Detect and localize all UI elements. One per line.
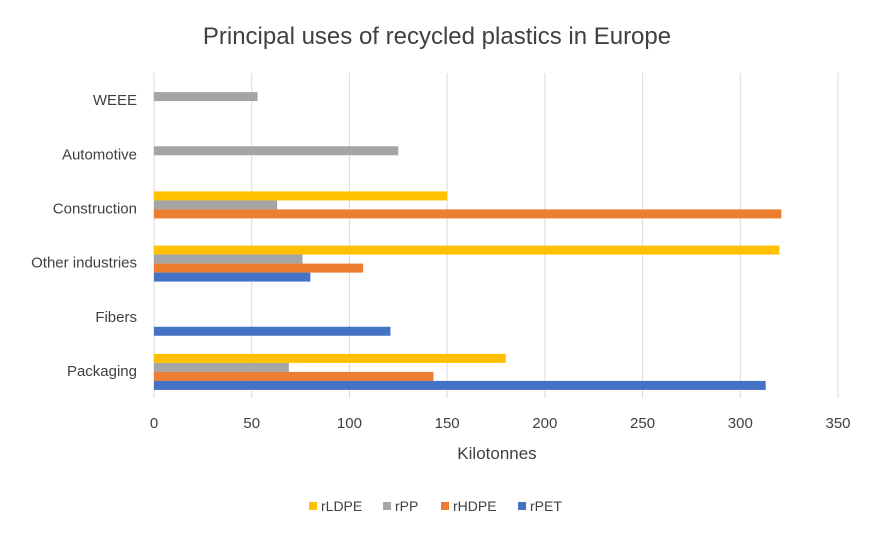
bar-rldpe-construction (154, 191, 448, 201)
legend-swatch (441, 502, 449, 510)
legend-label: rHDPE (453, 498, 497, 514)
x-tick-label: 350 (825, 415, 850, 432)
x-tick-label: 200 (532, 415, 557, 432)
legend-swatch (383, 502, 391, 510)
bars (154, 92, 782, 390)
category-label: Packaging (67, 363, 137, 380)
x-tick-label: 0 (150, 415, 158, 432)
bar-rhdpe-packaging (154, 371, 434, 381)
bar-rpp-packaging (154, 362, 289, 372)
legend-swatch (518, 502, 526, 510)
legend-label: rPP (395, 498, 418, 514)
bar-rpp-weee (154, 92, 258, 102)
legend-label: rLDPE (321, 498, 362, 514)
category-label: Automotive (62, 146, 137, 163)
x-tick-label: 250 (630, 415, 655, 432)
category-label: WEEE (93, 92, 137, 109)
category-label: Other industries (31, 255, 137, 272)
x-axis-title: Kilotonnes (457, 444, 536, 463)
bar-rhdpe-construction (154, 209, 782, 219)
bar-rpet-other-industries (154, 272, 311, 282)
bar-rldpe-packaging (154, 353, 506, 363)
bar-rpp-automotive (154, 146, 399, 156)
legend: rLDPE rPP rHDPE rPET (309, 498, 562, 514)
category-label: Fibers (95, 309, 137, 326)
x-tick-label: 300 (728, 415, 753, 432)
bar-rpet-packaging (154, 380, 766, 390)
bar-rpp-construction (154, 200, 278, 210)
legend-label: rPET (530, 498, 562, 514)
chart-title: Principal uses of recycled plastics in E… (203, 23, 671, 50)
bar-rpp-other-industries (154, 254, 303, 264)
gridlines (153, 73, 839, 398)
x-tick-label: 100 (337, 415, 362, 432)
x-tick-label: 50 (243, 415, 260, 432)
x-axis-ticks: 0 50 100 150 200 250 300 350 (150, 415, 851, 432)
bar-rldpe-other-industries (154, 245, 780, 255)
bar-rpet-fibers (154, 326, 391, 336)
bar-rhdpe-other-industries (154, 263, 364, 273)
category-label: Construction (53, 200, 137, 217)
category-labels: Packaging Fibers Other industries Construct… (31, 92, 137, 380)
x-tick-label: 150 (435, 415, 460, 432)
legend-swatch (309, 502, 317, 510)
